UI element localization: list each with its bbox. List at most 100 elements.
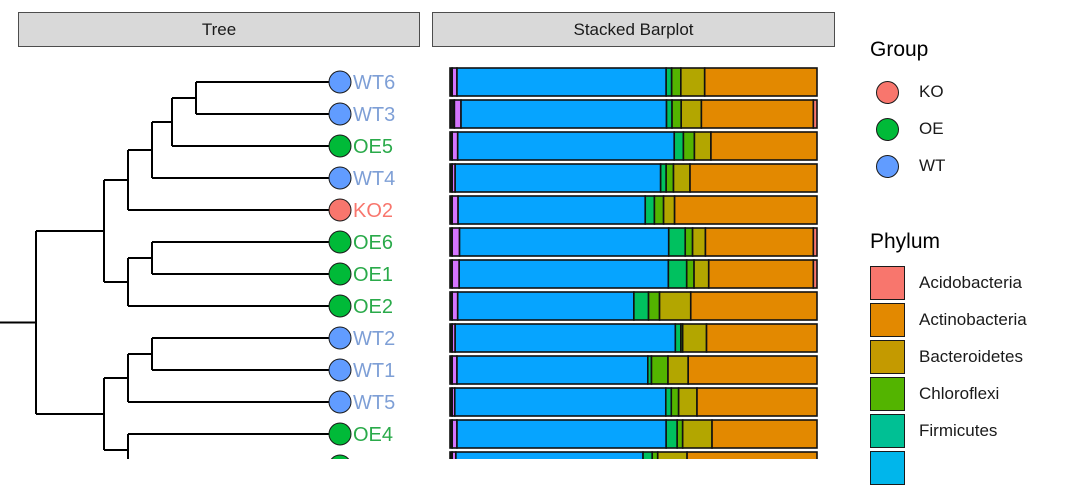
tip-label-OE1: OE1 xyxy=(353,264,393,286)
bar-segment-WT6-unclassified xyxy=(456,67,667,97)
bar-segment-OE1-unclassified xyxy=(458,259,670,289)
group-legend-item-ko: KO xyxy=(876,80,944,104)
tip-point-WT2 xyxy=(328,326,352,350)
bar-segment-KO2-actinobacteria xyxy=(673,195,818,225)
phylum-legend-label: Bacteroidetes xyxy=(919,347,1023,366)
tip-point-OE4 xyxy=(328,422,352,446)
phylum-legend-swatch xyxy=(870,414,905,448)
bar-segment-OE6-bacteroidetes xyxy=(691,227,707,257)
phylum-legend-item: Chloroflexi xyxy=(870,377,999,411)
bar-segment-WT5-firmicutes xyxy=(664,387,673,417)
bar-segment-WT4-bacteroidetes xyxy=(672,163,691,193)
phylum-legend-item: Actinobacteria xyxy=(870,303,1027,337)
bar-segment-OE6-firmicutes xyxy=(667,227,687,257)
tip-point-WT5 xyxy=(328,390,352,414)
bar-segment-OE5-proteobacteria xyxy=(451,131,459,161)
bar-row-OE2 xyxy=(449,291,818,321)
bar-segment-OE2-proteobacteria xyxy=(451,291,459,321)
bar-row-KO2 xyxy=(449,195,818,225)
tree-panel-strip: Tree xyxy=(18,12,420,47)
bar-segment-OE5-chloroflexi xyxy=(682,131,696,161)
phylum-legend-item: Acidobacteria xyxy=(870,266,1022,300)
phylum-legend-swatch xyxy=(870,451,905,485)
bar-segment-WT6-chloroflexi xyxy=(670,67,682,97)
phylum-legend-item: Firmicutes xyxy=(870,414,997,448)
phylum-legend-swatch xyxy=(870,377,905,411)
bar-segment-WT6-actinobacteria xyxy=(703,67,818,97)
bar-segment-WT4-firmicutes xyxy=(659,163,667,193)
bar-segment-OE2-chloroflexi xyxy=(647,291,661,321)
bar-segment-OE1-chloroflexi xyxy=(685,259,695,289)
bar-segment-WT5-unclassified xyxy=(453,387,667,417)
bar-segment-OE3-firmicutes xyxy=(642,451,654,459)
bar-segment-OE1-actinobacteria xyxy=(707,259,815,289)
bar-row-WT2 xyxy=(449,323,818,353)
bar-segment-KO2-bacteroidetes xyxy=(662,195,676,225)
bar-segment-WT2-actinobacteria xyxy=(705,323,818,353)
bar-row-OE4 xyxy=(449,419,818,449)
tip-point-WT3 xyxy=(328,102,352,126)
bar-segment-KO2-chloroflexi xyxy=(653,195,665,225)
bar-segment-OE4-actinobacteria xyxy=(711,419,818,449)
bar-row-WT5 xyxy=(449,387,818,417)
bar-segment-OE3-chloroflexi xyxy=(651,451,659,459)
stacked-bars xyxy=(449,67,818,459)
bar-segment-WT1-chloroflexi xyxy=(650,355,669,385)
bar-segment-WT1-actinobacteria xyxy=(687,355,818,385)
tip-label-WT2: WT2 xyxy=(353,328,395,350)
bar-row-OE3 xyxy=(449,451,818,459)
bar-segment-OE1-firmicutes xyxy=(667,259,688,289)
bar-segment-OE1-proteobacteria xyxy=(451,259,460,289)
phylum-legend-label: Chloroflexi xyxy=(919,384,1000,403)
phylum-legend-label: Actinobacteria xyxy=(919,310,1027,329)
phylum-legend-swatch xyxy=(870,266,905,300)
phylum-legend-swatch xyxy=(870,303,905,337)
tip-point-WT6 xyxy=(328,70,352,94)
bar-segment-WT6-firmicutes xyxy=(665,67,673,97)
bar-segment-OE2-actinobacteria xyxy=(689,291,818,321)
tip-label-OE3: OE3 xyxy=(353,456,393,459)
bar-segment-OE3-other xyxy=(449,451,454,459)
group-legend-key-icon xyxy=(876,117,899,141)
bar-segment-WT3-chloroflexi xyxy=(671,99,683,129)
bar-row-WT1 xyxy=(449,355,818,385)
bar-segment-WT2-firmicutes xyxy=(674,323,682,353)
bar-segment-OE4-firmicutes xyxy=(665,419,678,449)
bar-segment-OE2-bacteroidetes xyxy=(658,291,692,321)
bar-row-OE6 xyxy=(449,227,818,257)
tip-label-OE2: OE2 xyxy=(353,296,393,318)
bar-segment-WT2-unclassified xyxy=(454,323,677,353)
phylum-legend-label: Acidobacteria xyxy=(919,273,1023,292)
tree-tips: WT6 WT3 OE5 WT4 KO2 OE6 OE1 OE2 WT2 WT1 WT5 OE4 OE3 xyxy=(328,70,395,459)
tip-label-OE4: OE4 xyxy=(353,424,393,446)
tip-point-OE1 xyxy=(328,262,352,286)
tip-point-OE3 xyxy=(330,454,350,459)
bar-segment-OE6-proteobacteria xyxy=(451,227,461,257)
phylum-legend-label: Firmicutes xyxy=(919,421,998,440)
bar-segment-WT3-proteobacteria xyxy=(453,99,462,129)
bar-segment-OE5-unclassified xyxy=(456,131,676,161)
tip-point-KO2 xyxy=(328,198,352,222)
bar-segment-OE6-actinobacteria xyxy=(704,227,815,257)
bar-segment-OE5-actinobacteria xyxy=(710,131,818,161)
group-legend-label: WT xyxy=(919,156,946,175)
bar-segment-WT4-actinobacteria xyxy=(689,163,818,193)
bar-segment-OE3-unclassified xyxy=(455,451,644,459)
group-legend-label: OE xyxy=(919,119,944,138)
bar-row-WT4 xyxy=(449,163,818,193)
tip-point-WT1 xyxy=(328,358,352,382)
tip-label-WT5: WT5 xyxy=(353,392,395,414)
group-legend-key-icon xyxy=(876,154,899,178)
bar-segment-WT3-actinobacteria xyxy=(700,99,815,129)
tree-branches xyxy=(0,81,340,459)
bar-segment-KO2-unclassified xyxy=(457,195,647,225)
bar-segment-OE4-unclassified xyxy=(456,419,667,449)
bar-segment-WT3-firmicutes xyxy=(665,99,673,129)
bar-segment-OE6-acidobacteria xyxy=(812,227,818,257)
bar-segment-OE3-bacteroidetes xyxy=(656,451,688,459)
group-legend-item-wt: WT xyxy=(876,154,945,178)
bar-segment-KO2-firmicutes xyxy=(644,195,656,225)
tip-label-KO2: KO2 xyxy=(353,200,393,222)
bar-segment-WT5-chloroflexi xyxy=(670,387,680,417)
bar-segment-WT3-unclassified xyxy=(460,99,668,129)
